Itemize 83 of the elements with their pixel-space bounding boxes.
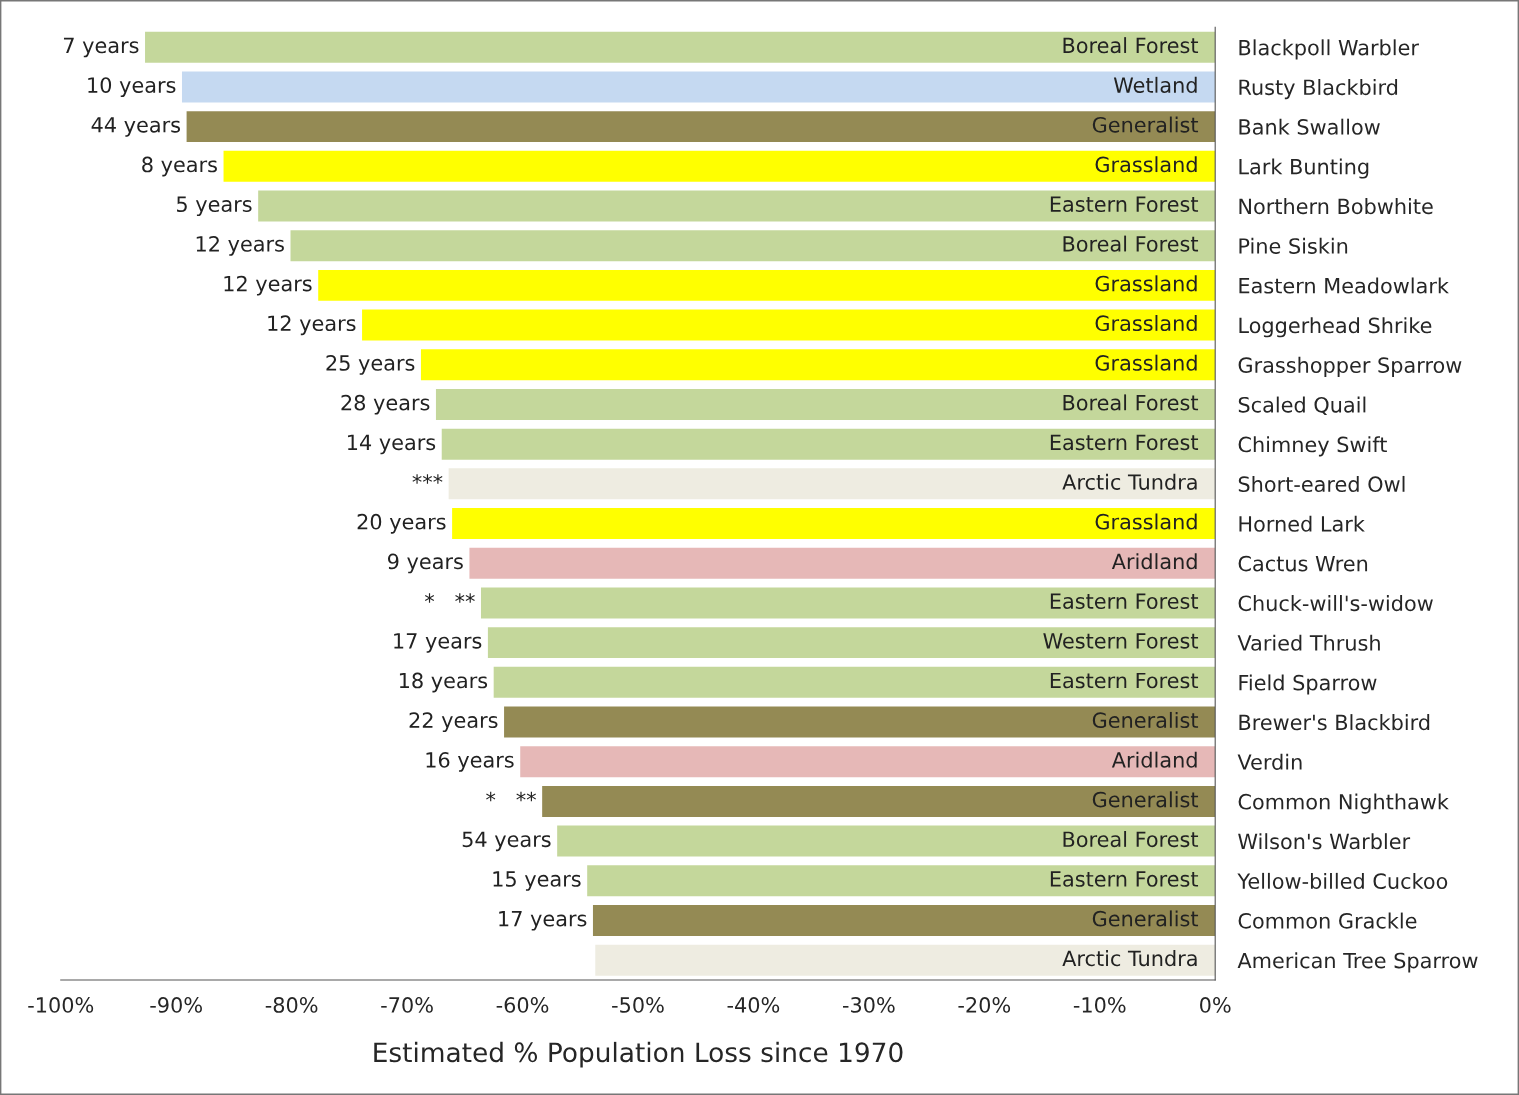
- x-tick-label: -90%: [150, 997, 202, 1013]
- y-tick-label: Common Nighthawk: [1238, 793, 1449, 814]
- annotation: Boreal Forest: [1063, 831, 1199, 848]
- x-tick-label: -50%: [612, 997, 664, 1013]
- annotation: 15 years: [493, 871, 581, 891]
- y-tick-label: Verdin: [1237, 753, 1302, 770]
- annotation: Eastern Forest: [1050, 434, 1199, 451]
- annotation: 12 years: [196, 235, 284, 256]
- x-tick-label: -10%: [1073, 997, 1126, 1013]
- y-tick-label: American Tree Sparrow: [1237, 952, 1478, 973]
- annotation: Generalist: [1092, 711, 1199, 729]
- annotation: Arctic Tundra: [1062, 950, 1197, 967]
- annotation: Boreal Forest: [1063, 394, 1199, 411]
- y-tick-label: Chuck-will's-widow: [1238, 595, 1433, 612]
- annotation: Aridland: [1111, 553, 1197, 570]
- annotation: 17 years: [394, 633, 482, 653]
- annotation: Grassland: [1095, 315, 1197, 332]
- annotation: 25 years: [326, 355, 415, 375]
- annotation: Western Forest: [1043, 633, 1199, 649]
- annotation: 17 years: [499, 911, 587, 931]
- annotation: * **: [424, 593, 475, 603]
- annotation: Grassland: [1095, 275, 1197, 292]
- y-tick-label: Horned Lark: [1239, 515, 1365, 532]
- annotation: 14 years: [347, 434, 436, 455]
- y-tick-label: Bank Swallow: [1239, 118, 1380, 135]
- annotation: Grassland: [1095, 156, 1197, 173]
- annotation: Eastern Forest: [1050, 196, 1199, 213]
- annotation: Eastern Forest: [1050, 672, 1199, 689]
- annotation: 22 years: [409, 712, 498, 733]
- annotation: Aridland: [1111, 751, 1197, 768]
- y-tick-label: Blackpoll Warbler: [1239, 39, 1419, 60]
- x-tick-label: -60%: [496, 997, 549, 1013]
- annotation: * **: [486, 791, 536, 802]
- annotation: Grassland: [1095, 354, 1197, 371]
- annotation: ***: [412, 474, 443, 484]
- annotation: 5 years: [177, 196, 252, 217]
- annotation: Boreal Forest: [1063, 235, 1199, 252]
- x-axis-title: Estimated % Population Loss since 1970: [374, 1041, 903, 1068]
- annotation: 18 years: [399, 672, 488, 693]
- annotation: Arctic Tundra: [1062, 473, 1197, 490]
- x-tick-label: -40%: [727, 997, 780, 1013]
- y-tick-label: Wilson's Warbler: [1238, 833, 1411, 850]
- y-tick-label: Grasshopper Sparrow: [1238, 356, 1462, 378]
- y-tick-label: Eastern Meadowlark: [1239, 277, 1449, 294]
- annotation: Generalist: [1092, 791, 1199, 808]
- annotation: Eastern Forest: [1050, 593, 1199, 609]
- annotation: 10 years: [88, 77, 176, 97]
- annotation: 8 years: [142, 156, 217, 177]
- y-tick-label: Short-eared Owl: [1238, 475, 1405, 493]
- annotation: Grassland: [1095, 513, 1197, 530]
- annotation: Wetland: [1113, 76, 1197, 93]
- x-tick-label: -80%: [265, 997, 318, 1013]
- y-tick-label: Lark Bunting: [1239, 158, 1369, 179]
- y-tick-label: Varied Thrush: [1237, 634, 1380, 651]
- y-tick-label: Scaled Quail: [1238, 396, 1366, 416]
- y-tick-label: Rusty Blackbird: [1239, 79, 1398, 100]
- annotation: Generalist: [1092, 116, 1199, 133]
- annotation: Eastern Forest: [1050, 871, 1199, 887]
- annotation: 7 years: [63, 37, 139, 58]
- y-tick-label: Pine Siskin: [1239, 237, 1348, 254]
- annotation: 20 years: [357, 513, 446, 534]
- y-tick-label: Field Sparrow: [1239, 674, 1377, 695]
- annotation: 28 years: [341, 394, 430, 415]
- annotation: 12 years: [268, 315, 356, 336]
- y-tick-label: Yellow-billed Cuckoo: [1237, 872, 1448, 889]
- y-tick-label: Loggerhead Shrike: [1239, 317, 1432, 338]
- x-tick-label: 0%: [1200, 997, 1231, 1013]
- y-tick-label: Northern Bobwhite: [1239, 198, 1433, 215]
- x-tick-label: -70%: [381, 997, 433, 1013]
- x-tick-label: -20%: [958, 997, 1011, 1013]
- annotation: 16 years: [426, 752, 514, 772]
- annotation: Boreal Forest: [1063, 37, 1199, 54]
- y-tick-label: Chimney Swift: [1238, 436, 1387, 457]
- y-tick-label: Common Grackle: [1238, 912, 1417, 929]
- x-tick-label: -100%: [28, 997, 94, 1013]
- x-tick-label: -30%: [842, 997, 895, 1013]
- y-tick-label: Brewer's Blackbird: [1239, 714, 1430, 731]
- annotation: 12 years: [224, 275, 312, 296]
- annotation: 44 years: [91, 117, 181, 137]
- annotation: 54 years: [462, 831, 551, 852]
- annotation: 9 years: [387, 553, 463, 574]
- annotation: Generalist: [1092, 910, 1199, 927]
- y-tick-label: Cactus Wren: [1238, 555, 1368, 572]
